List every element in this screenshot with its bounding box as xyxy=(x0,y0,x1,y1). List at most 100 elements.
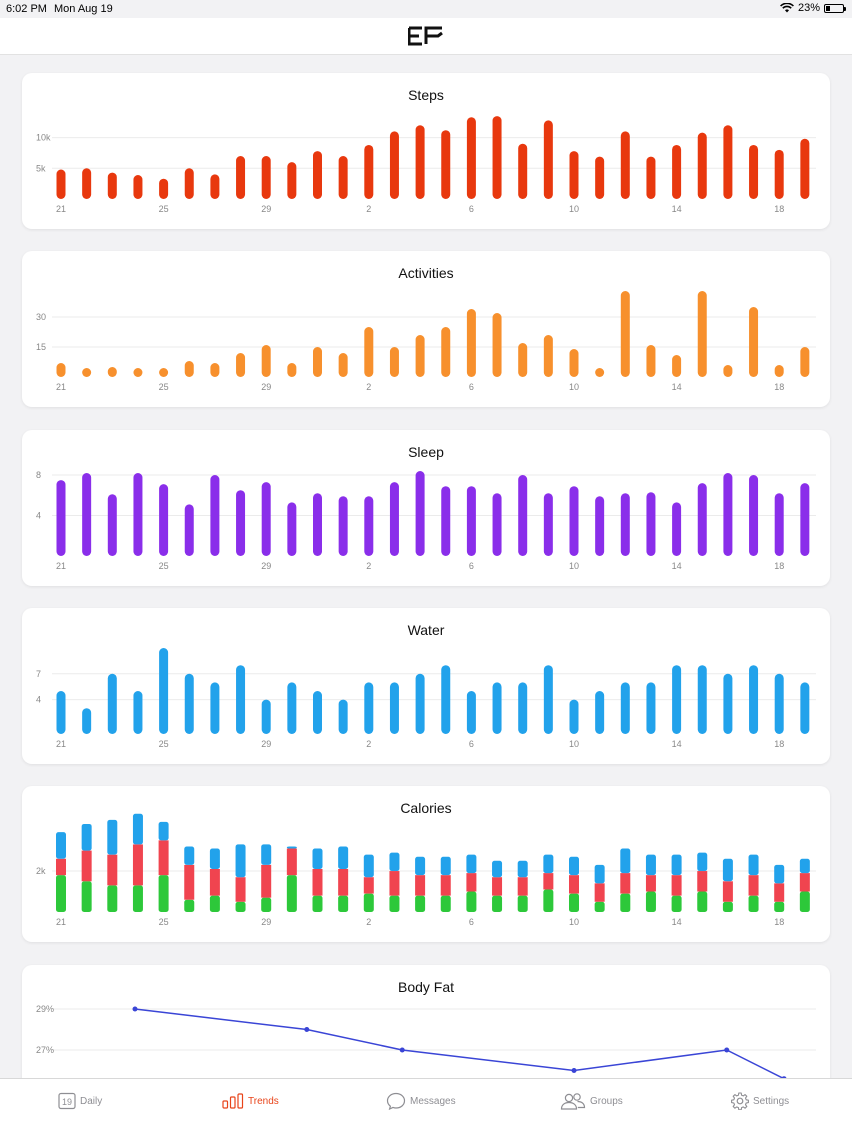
chart-card-activities[interactable]: Activities 15 30 21 25 29 2 6 10 14 18 xyxy=(22,251,830,407)
stacked-bar-segment xyxy=(107,885,118,912)
stacked-bar-segment xyxy=(774,883,785,902)
bar xyxy=(441,327,451,377)
chart-card-steps[interactable]: Steps 5k 10k 21 25 29 2 6 10 14 18 xyxy=(22,73,830,229)
bar xyxy=(595,496,605,556)
bar xyxy=(492,116,502,199)
bar xyxy=(800,682,810,734)
stacked-bar-segment xyxy=(440,856,451,876)
stacked-bar-segment xyxy=(645,854,656,876)
stacked-bar-segment xyxy=(440,875,451,896)
y-tick-label: 7 xyxy=(36,669,41,679)
stacked-bar-segment xyxy=(492,895,503,912)
x-tick-label: 14 xyxy=(672,382,682,392)
stacked-bar-segment xyxy=(517,877,528,896)
tab-groups[interactable]: Groups xyxy=(560,1089,623,1113)
stacked-bar-segment xyxy=(799,873,810,892)
bar xyxy=(569,151,579,199)
bar xyxy=(749,475,759,556)
tab-trends[interactable]: Trends xyxy=(222,1089,279,1113)
stacked-bar-segment xyxy=(492,860,503,878)
stacked-bar-segment xyxy=(774,864,785,884)
x-tick-label: 2 xyxy=(366,204,371,214)
trends-scroll-area[interactable]: Steps 5k 10k 21 25 29 2 6 10 14 18 Activities 15 3… xyxy=(0,54,852,1078)
bar xyxy=(543,493,553,556)
stacked-bar-segment xyxy=(671,895,682,912)
stacked-bar-segment xyxy=(569,856,579,876)
body-fat-point xyxy=(781,1076,787,1078)
stacked-bar-segment xyxy=(466,873,477,892)
bar xyxy=(441,130,451,199)
stacked-bar-segment xyxy=(338,895,349,912)
chart-card-sleep[interactable]: Sleep 4 8 21 25 29 2 6 10 14 18 xyxy=(22,430,830,586)
stacked-bar-segment xyxy=(56,858,66,876)
chart-card-calories[interactable]: Calories 2k 21 25 29 2 6 10 14 18 xyxy=(22,786,830,942)
stacked-bar-segment xyxy=(697,891,708,912)
x-tick-label: 6 xyxy=(469,382,474,392)
bar xyxy=(313,493,322,556)
bar xyxy=(107,367,117,377)
bar xyxy=(646,156,656,199)
tab-settings[interactable]: Settings xyxy=(731,1089,789,1113)
stacked-bar-segment xyxy=(517,895,528,912)
bar xyxy=(466,691,476,734)
stacked-bar-segment xyxy=(184,864,195,900)
x-tick-label: 6 xyxy=(469,917,474,927)
bar xyxy=(236,156,246,199)
tab-messages[interactable]: Messages xyxy=(386,1089,456,1113)
bar xyxy=(723,473,733,556)
stacked-bar-segment xyxy=(671,875,682,896)
bar xyxy=(133,691,143,734)
x-tick-label: 18 xyxy=(774,561,784,571)
tab-label: Settings xyxy=(753,1095,790,1107)
bar xyxy=(672,355,682,377)
bar xyxy=(133,368,143,377)
stacked-bar-segment xyxy=(543,854,554,874)
bar xyxy=(697,132,707,199)
bar xyxy=(82,168,92,199)
tab-label: Groups xyxy=(590,1095,623,1107)
stacked-bar-segment xyxy=(286,846,297,849)
bar xyxy=(543,335,553,377)
x-tick-label: 14 xyxy=(672,204,682,214)
bar xyxy=(338,496,348,556)
bar xyxy=(415,673,425,734)
stacked-bar-segment xyxy=(338,846,349,869)
x-tick-label: 25 xyxy=(159,204,169,214)
bar xyxy=(107,673,117,734)
nav-bar xyxy=(0,18,852,55)
stacked-bar-segment xyxy=(184,899,195,912)
x-tick-label: 25 xyxy=(159,382,169,392)
bar xyxy=(210,475,220,556)
stacked-bar-segment xyxy=(235,844,246,878)
chart-card-body-fat[interactable]: Body Fat 27% 29% xyxy=(22,965,830,1078)
stacked-bar-segment xyxy=(620,893,631,912)
stacked-bar-segment xyxy=(620,848,631,874)
chart-card-water[interactable]: Water 4 7 21 25 29 2 6 10 14 18 xyxy=(22,608,830,764)
bar xyxy=(441,665,451,734)
y-tick-label: 27% xyxy=(36,1045,54,1055)
stacked-bar-segment xyxy=(722,901,733,912)
stacked-bar-segment xyxy=(363,877,374,894)
chart-title-sleep: Sleep xyxy=(408,444,444,460)
stacked-bar-segment xyxy=(286,848,297,876)
stacked-bar-segment xyxy=(466,891,477,912)
bar-chart-icon xyxy=(222,1093,244,1109)
bar xyxy=(492,313,502,377)
bar xyxy=(261,156,271,199)
message-bubble-icon xyxy=(386,1092,406,1110)
bar xyxy=(723,365,733,377)
stacked-bar-segment xyxy=(440,895,451,912)
stacked-bar-segment xyxy=(107,854,118,886)
stacked-bar-segment xyxy=(748,854,759,876)
tab-daily[interactable]: 19 Daily xyxy=(58,1089,102,1113)
gear-icon xyxy=(731,1092,749,1110)
bar xyxy=(441,486,451,556)
bar xyxy=(210,363,220,377)
bar xyxy=(56,363,66,377)
bar xyxy=(287,502,297,556)
y-tick-label: 29% xyxy=(36,1004,54,1014)
x-tick-label: 25 xyxy=(159,561,169,571)
stacked-bar-segment xyxy=(158,840,169,876)
x-tick-label: 29 xyxy=(261,382,271,392)
bar xyxy=(159,648,169,734)
